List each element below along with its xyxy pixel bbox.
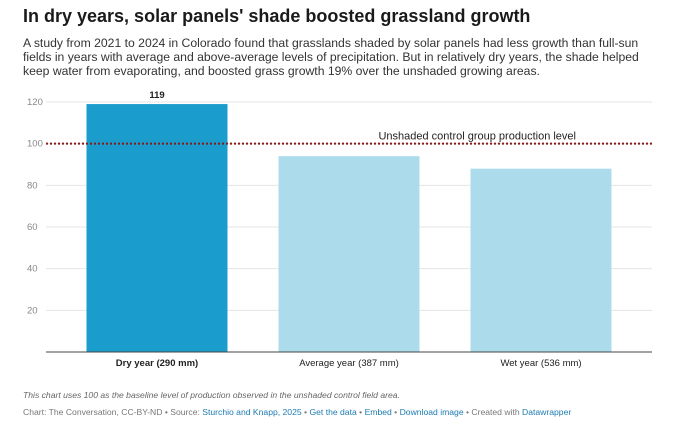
bar [470, 168, 612, 352]
bar [86, 104, 228, 352]
chart-subtitle: A study from 2021 to 2024 in Colorado fo… [23, 36, 639, 78]
y-tick-label: 100 [27, 139, 43, 150]
source-label: • Source: [162, 407, 203, 417]
data-label: 119 [149, 90, 164, 101]
datawrapper-link[interactable]: Datawrapper [522, 407, 572, 417]
separator: • [356, 407, 365, 417]
x-category-label: Dry year (290 mm) [116, 358, 198, 369]
x-category-label: Wet year (536 mm) [500, 358, 581, 369]
y-tick-label: 80 [27, 180, 38, 191]
y-tick-label: 60 [27, 222, 38, 233]
x-category-label: Average year (387 mm) [299, 358, 399, 369]
source-link[interactable]: Sturchio and Knapp, 2025 [202, 407, 302, 417]
y-tick-label: 120 [27, 97, 43, 108]
chart-footer: Chart: The Conversation, CC-BY-ND • Sour… [23, 407, 571, 417]
get-data-link[interactable]: Get the data [309, 407, 357, 417]
chart-note: This chart uses 100 as the baseline leve… [23, 390, 400, 400]
reference-line-label: Unshaded control group production level [378, 131, 576, 143]
chart-credit: Chart: The Conversation, CC-BY-ND [23, 407, 163, 417]
y-tick-label: 40 [27, 264, 38, 275]
y-tick-label: 20 [27, 305, 38, 316]
separator: • [391, 407, 400, 417]
bar [278, 156, 420, 352]
created-with-label: • Created with [463, 407, 523, 417]
chart-title: In dry years, solar panels' shade booste… [23, 6, 531, 26]
separator: • [301, 407, 310, 417]
embed-link[interactable]: Embed [364, 407, 392, 417]
download-image-link[interactable]: Download image [399, 407, 464, 417]
